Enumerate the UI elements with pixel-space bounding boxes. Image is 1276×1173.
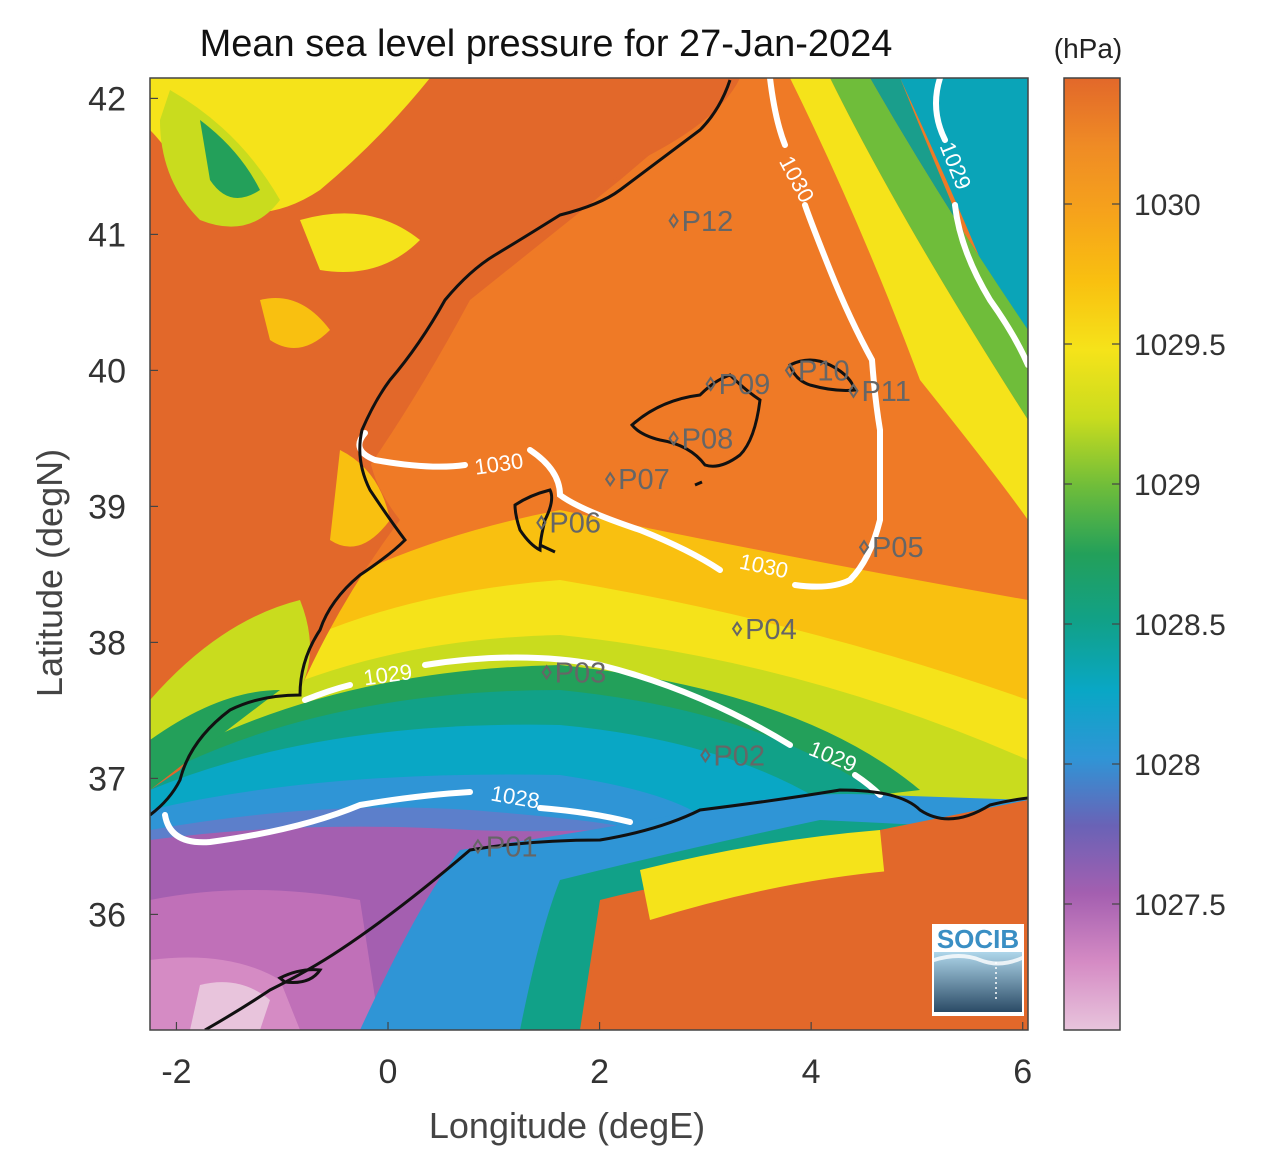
station-p11[interactable]: P11 xyxy=(848,376,911,408)
x-tick-label: 0 xyxy=(379,1053,398,1091)
station-p06[interactable]: P06 xyxy=(536,508,601,540)
y-tick-label: 42 xyxy=(88,80,126,118)
colorbar-tick-label: 1029 xyxy=(1134,469,1201,502)
station-marker-icon xyxy=(668,212,679,229)
station-marker-icon xyxy=(731,620,743,637)
map-frame xyxy=(149,77,1029,1031)
map-title: Mean sea level pressure for 27-Jan-2024 xyxy=(200,23,893,65)
pressure-contours xyxy=(162,78,1028,846)
station-marker-icon xyxy=(784,362,796,379)
station-label: P05 xyxy=(872,532,924,564)
y-tick-label: 39 xyxy=(88,488,126,526)
y-tick-label: 38 xyxy=(88,624,126,662)
x-tick-label: 4 xyxy=(802,1053,821,1091)
station-p04[interactable]: P04 xyxy=(731,614,797,646)
iberia-coast xyxy=(150,79,732,817)
y-tick-label: 40 xyxy=(88,352,126,390)
station-label: P01 xyxy=(486,831,538,863)
y-tick-label: 37 xyxy=(88,760,126,798)
station-label: P04 xyxy=(745,614,797,646)
mallorca-coast xyxy=(629,373,762,468)
colorbar-tick-label: 1027.5 xyxy=(1134,889,1226,922)
station-p09[interactable]: P09 xyxy=(705,369,771,401)
y-axis-label: Latitude (degN) xyxy=(29,449,70,697)
station-p07[interactable]: P07 xyxy=(604,464,670,496)
station-p03[interactable]: P03 xyxy=(541,657,607,689)
y-tick-label: 41 xyxy=(88,216,126,254)
station-label: P02 xyxy=(713,740,765,772)
station-p02[interactable]: P02 xyxy=(700,740,765,772)
x-tick-label: 2 xyxy=(590,1053,609,1091)
station-marker-icon xyxy=(848,382,859,399)
station-marker-icon xyxy=(472,838,484,855)
menorca-coast xyxy=(788,358,858,392)
x-axis: -2 0 2 4 6 xyxy=(161,1022,1032,1091)
socib-logo: SOCIB xyxy=(932,924,1024,1016)
x-tick-label: -2 xyxy=(161,1053,191,1091)
x-axis-label: Longitude (degE) xyxy=(429,1105,705,1146)
station-label: P07 xyxy=(618,464,670,496)
station-label: P06 xyxy=(549,508,601,540)
station-marker-icon xyxy=(700,747,711,764)
logo-text: SOCIB xyxy=(937,924,1019,954)
formentera-coast xyxy=(539,543,556,554)
colorbar-ticks: 1030 1029.5 1029 1028.5 1028 1027.5 xyxy=(1064,189,1226,922)
station-label: P03 xyxy=(555,657,607,689)
alboran-island xyxy=(277,968,323,984)
stations: P01 P02 P03 P04 P05 P06 P07 P08 P09 P10 P11 P12 xyxy=(472,206,924,863)
coastlines xyxy=(150,79,1028,1030)
station-label: P10 xyxy=(798,355,850,387)
contour-1030-inner xyxy=(356,78,884,590)
station-p05[interactable]: P05 xyxy=(858,532,924,564)
y-axis: 42 41 40 39 38 37 36 xyxy=(88,80,158,934)
station-marker-icon xyxy=(541,664,552,681)
station-p08[interactable]: P08 xyxy=(668,423,734,455)
station-label: P09 xyxy=(719,369,771,401)
station-marker-icon xyxy=(858,539,870,556)
station-p10[interactable]: P10 xyxy=(784,355,850,387)
colorbar-ramp xyxy=(1063,77,1121,1031)
station-marker-icon xyxy=(604,471,616,488)
y-tick-label: 36 xyxy=(88,896,126,934)
station-label: P11 xyxy=(861,376,910,408)
station-label: P08 xyxy=(682,423,734,455)
colorbar-tick-label: 1028 xyxy=(1134,749,1201,782)
station-marker-icon xyxy=(536,514,547,531)
x-tick-label: 6 xyxy=(1013,1053,1032,1091)
station-marker-icon xyxy=(668,430,679,447)
contour-1028 xyxy=(162,789,633,846)
colorbar-tick-label: 1030 xyxy=(1134,189,1201,222)
colorbar-tick-label: 1028.5 xyxy=(1134,609,1226,642)
colorbar-unit: (hPa) xyxy=(1054,33,1122,64)
station-p01[interactable]: P01 xyxy=(472,831,538,863)
colorbar-tick-label: 1029.5 xyxy=(1134,329,1226,362)
station-p12[interactable]: P12 xyxy=(668,206,734,238)
station-marker-icon xyxy=(705,376,716,392)
contour-1029-north xyxy=(933,78,1028,368)
ibiza-coast xyxy=(513,488,554,553)
station-label: P12 xyxy=(682,206,734,238)
africa-coast xyxy=(204,788,1028,1030)
colorbar: (hPa) 1030 1029.5 1029 1028.5 1028 1027.5 xyxy=(1054,33,1226,1031)
cabrera-coast xyxy=(694,480,703,487)
